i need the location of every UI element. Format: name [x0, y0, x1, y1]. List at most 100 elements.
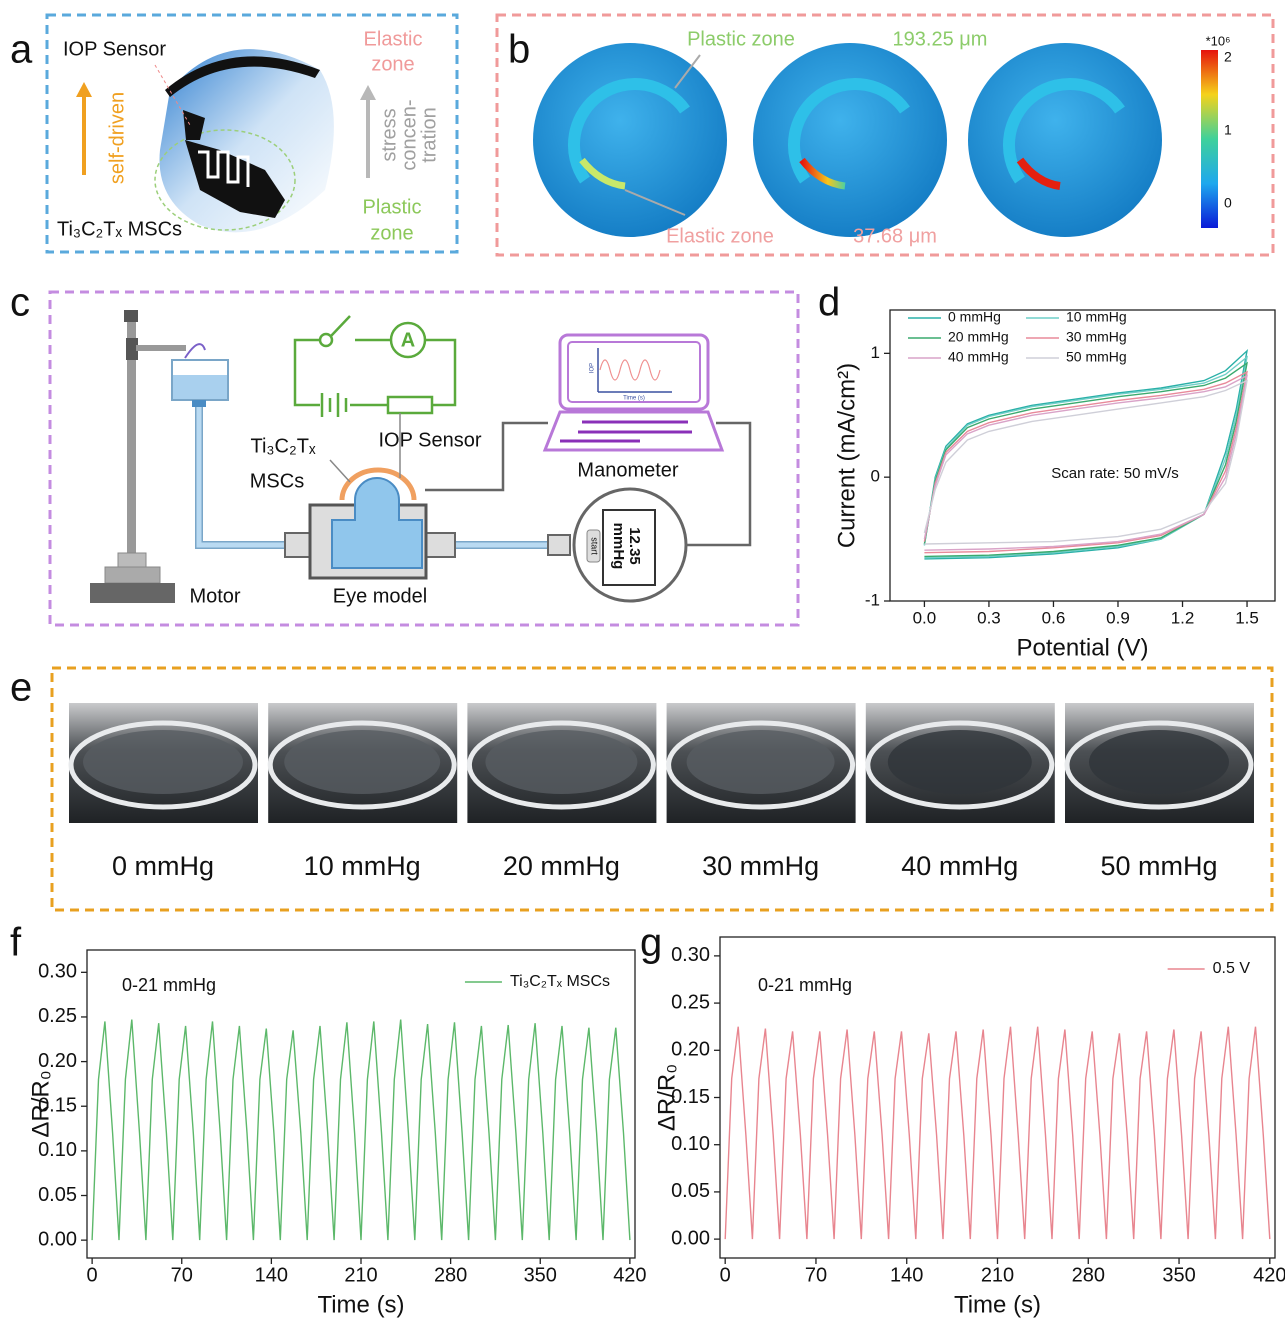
photo-lens	[485, 730, 638, 794]
y-tick-label: 1	[871, 343, 880, 362]
panel-c-part	[425, 421, 548, 492]
label: Ti₃C₂Tₓ	[250, 435, 315, 457]
reading: 12.35	[626, 527, 643, 565]
panel-a-part	[360, 85, 376, 100]
panel-c-part	[684, 421, 752, 547]
colorbar-tick: 2	[1224, 49, 1232, 65]
x-tick-label: 0	[720, 1264, 731, 1286]
y-tick-label: 0.15	[671, 1086, 710, 1108]
label: MSCs	[250, 470, 304, 492]
motor-stand	[90, 310, 186, 603]
photo-lens	[83, 730, 243, 794]
circuit-part	[330, 315, 351, 337]
simulation	[533, 43, 1162, 237]
circuit-part	[425, 338, 457, 407]
photo-rim	[865, 720, 1055, 810]
circuit-part	[329, 459, 351, 483]
eye-model-part	[331, 477, 423, 569]
x-tick-label: 1.2	[1171, 608, 1195, 627]
legend-label: 10 mmHg	[1066, 309, 1127, 325]
reservoir-part	[184, 343, 206, 359]
panel-a: IOP Sensor Elastic zone Plastic zone sel…	[45, 13, 459, 254]
x-tick-label: 210	[981, 1264, 1014, 1286]
label: zone	[370, 222, 413, 244]
label: concen-	[398, 99, 420, 170]
circuit-part	[318, 332, 334, 348]
panel-letter: f	[10, 921, 22, 965]
label: Plastic zone	[687, 28, 795, 50]
x-tick-label: 0	[87, 1264, 98, 1286]
legend-label: 0 mmHg	[948, 309, 1001, 325]
label: IOP Sensor	[378, 429, 481, 451]
panel-letter: d	[818, 281, 840, 325]
panel-e-part	[50, 666, 1274, 912]
photo-lens	[1089, 730, 1229, 794]
label: IOP Sensor	[63, 38, 166, 60]
photo-rim	[1064, 720, 1254, 810]
photo-lens	[284, 730, 441, 794]
label: 193.25 μm	[893, 28, 988, 50]
panel-a-part	[154, 129, 296, 231]
label: Elastic	[364, 28, 423, 50]
x-tick-label: 420	[1253, 1264, 1285, 1286]
simulation-part	[533, 43, 727, 237]
label: Plastic	[363, 196, 422, 218]
motor-stand-part	[127, 318, 136, 558]
y-tick-label: 0.10	[671, 1133, 710, 1155]
x-tick-label: 350	[524, 1264, 557, 1286]
y-axis-label: ΔR/R₀	[27, 1070, 54, 1137]
photo-lens	[686, 730, 835, 794]
laptop-part	[567, 341, 701, 403]
x-tick-label: 140	[890, 1264, 923, 1286]
x-tick-label: 140	[255, 1264, 288, 1286]
ammeter-label: A	[401, 329, 415, 351]
simulation-part	[1016, 157, 1061, 190]
label: zone	[371, 53, 414, 75]
y-tick-label: 0.00	[38, 1228, 77, 1250]
laptop	[542, 333, 725, 452]
motor-stand-part	[126, 338, 138, 360]
circuit-part	[386, 395, 434, 415]
x-tick-label: 350	[1162, 1264, 1195, 1286]
x-tick-label: 210	[344, 1264, 377, 1286]
pressure-label: 30 mmHg	[702, 851, 819, 881]
circuit	[293, 315, 457, 483]
panel-a-part	[198, 150, 250, 187]
y-tick-label: 0.25	[38, 1005, 77, 1027]
x-tick-label: 0.3	[977, 608, 1001, 627]
screen-label: IOP	[590, 363, 596, 373]
panel-letter: b	[508, 28, 530, 72]
legend-label: 50 mmHg	[1066, 349, 1127, 365]
pressure-label: 50 mmHg	[1100, 851, 1217, 881]
simulation-part	[674, 54, 701, 89]
x-tick-label: 70	[805, 1264, 827, 1286]
eye-model	[284, 467, 571, 580]
label: self-driven	[106, 92, 128, 184]
y-tick-label: 0.00	[671, 1227, 710, 1249]
data-line	[923, 374, 1248, 551]
y-tick-label: 0.10	[38, 1139, 77, 1161]
plot-frame	[86, 949, 636, 1259]
y-tick-label: -1	[865, 590, 880, 609]
x-tick-label: 1.5	[1235, 608, 1259, 627]
eye-model-part	[339, 467, 417, 501]
label: 37.68 μm	[853, 225, 937, 247]
eye-model-part	[547, 534, 571, 556]
y-tick-label: 0.30	[671, 944, 710, 966]
panel-a-part	[165, 56, 320, 97]
motor-stand-part	[90, 583, 175, 603]
data-line	[923, 370, 1248, 554]
eye-model-part	[284, 532, 313, 558]
panel-a-part	[185, 140, 285, 218]
x-tick-label: 0.6	[1042, 608, 1066, 627]
legend-label: 20 mmHg	[948, 329, 1009, 345]
panel-a-part	[45, 13, 459, 254]
annotation: 0-21 mmHg	[758, 975, 852, 995]
panel-c-part	[48, 290, 800, 627]
colorbar-tick: 1	[1224, 122, 1232, 138]
motor-stand-part	[117, 552, 147, 568]
pressure-label: 20 mmHg	[503, 851, 620, 881]
eye-model-part	[424, 532, 456, 558]
data-line	[923, 379, 1248, 545]
